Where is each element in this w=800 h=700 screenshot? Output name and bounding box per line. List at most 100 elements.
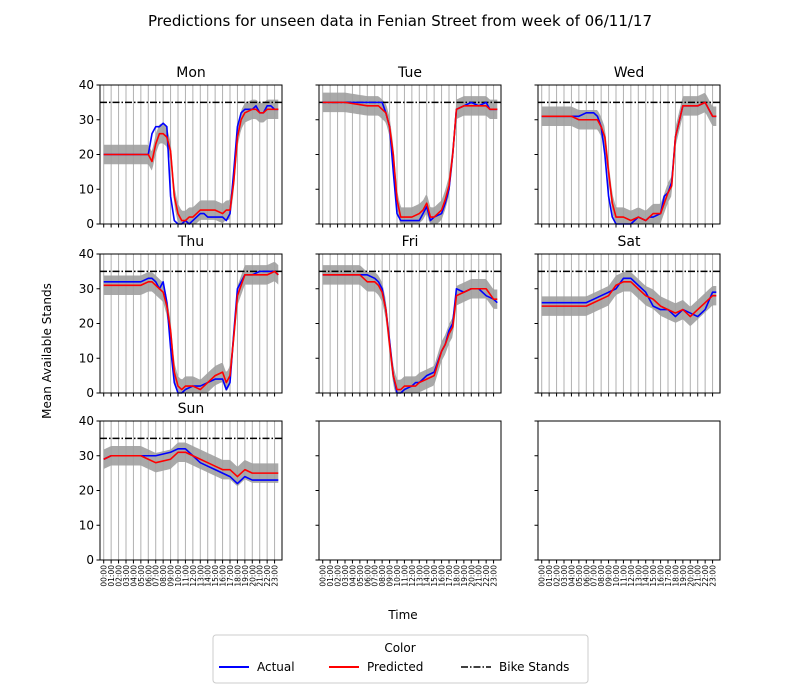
x-tick-label: 13:00	[196, 565, 205, 587]
x-tick-label: 05:00	[356, 565, 365, 587]
x-tick-label: 17:00	[226, 565, 235, 587]
subplot-title: Tue	[397, 65, 422, 81]
x-tick-label: 11:00	[400, 565, 409, 587]
prediction-band	[541, 92, 717, 224]
x-tick-label: 14:00	[204, 565, 213, 587]
x-tick-label: 04:00	[567, 565, 576, 587]
plot-frame	[99, 420, 283, 561]
actual-series-line	[103, 447, 279, 485]
subplot-grid: Mon 0 10 20 30 40 Tue Wed Thu 0 10 20 30 40 Fri Sat Sun 0…	[79, 65, 721, 587]
predicted-series-line	[103, 108, 279, 222]
x-tick-label: 16:00	[438, 565, 447, 587]
subplot-title: Wed	[614, 65, 645, 81]
x-tick-label: 09:00	[386, 565, 395, 587]
y-axis-label: Mean Available Stands	[40, 283, 54, 419]
x-tick-label: 04:00	[129, 565, 138, 587]
x-tick-label: 16:00	[657, 565, 666, 587]
x-tick-label: 15:00	[211, 565, 220, 587]
legend-bike-stands-label: Bike Stands	[499, 660, 569, 674]
x-tick-label: 23:00	[271, 565, 280, 587]
predicted-series-line	[103, 270, 279, 391]
predicted-series-line	[322, 101, 498, 218]
x-tick-label: 08:00	[597, 565, 606, 587]
x-tick-label: 03:00	[341, 565, 350, 587]
subplot-tue: Tue	[315, 65, 502, 228]
x-tick-label: 19:00	[679, 565, 688, 587]
y-tick-label: 30	[79, 282, 94, 296]
x-tick-label: 17:00	[664, 565, 673, 587]
legend-title: Color	[384, 641, 415, 655]
x-tick-label: 13:00	[634, 565, 643, 587]
x-tick-label: 18:00	[233, 565, 242, 587]
subplot-title: Thu	[177, 234, 204, 250]
x-tick-label: 01:00	[107, 565, 116, 587]
x-tick-label: 22:00	[482, 565, 491, 587]
x-tick-label: 06:00	[144, 565, 153, 587]
x-tick-label: 00:00	[538, 565, 547, 587]
x-tick-label: 12:00	[189, 565, 198, 587]
x-tick-label: 16:00	[219, 565, 228, 587]
predicted-series-line	[322, 274, 498, 391]
predicted-series-line	[103, 451, 279, 478]
prediction-band	[322, 265, 498, 393]
y-tick-label: 10	[79, 351, 94, 365]
y-tick-label: 40	[79, 414, 94, 428]
subplot-title: Sun	[178, 401, 205, 417]
subplot-wed: Wed	[534, 65, 721, 228]
x-tick-label: 21:00	[694, 565, 703, 587]
x-tick-label: 02:00	[115, 565, 124, 587]
x-tick-label: 20:00	[248, 565, 257, 587]
x-tick-label: 07:00	[371, 565, 380, 587]
x-tick-label: 12:00	[408, 565, 417, 587]
subplot-sun: Sun 0 10 20 30 40 00:0001:0002:0003:0004:0005:…	[79, 401, 283, 587]
x-tick-label: 09:00	[167, 565, 176, 587]
x-tick-label: 01:00	[545, 565, 554, 587]
x-tick-label: 20:00	[686, 565, 695, 587]
x-tick-label: 02:00	[553, 565, 562, 587]
x-tick-label: 00:00	[319, 565, 328, 587]
plot-frame	[537, 420, 721, 561]
actual-series-line	[103, 105, 279, 225]
x-tick-label: 12:00	[627, 565, 636, 587]
x-tick-label: 15:00	[649, 565, 658, 587]
x-tick-label: 03:00	[560, 565, 569, 587]
x-tick-label: 07:00	[152, 565, 161, 587]
actual-series-line	[322, 101, 498, 222]
x-tick-label: 06:00	[582, 565, 591, 587]
y-tick-label: 0	[86, 217, 94, 231]
x-tick-label: 17:00	[445, 565, 454, 587]
y-tick-label: 0	[86, 553, 94, 567]
subplot-empty-8: 00:0001:0002:0003:0004:0005:0006:0007:00…	[534, 420, 721, 587]
y-tick-label: 20	[79, 484, 94, 498]
x-tick-label: 10:00	[174, 565, 183, 587]
y-tick-label: 20	[79, 317, 94, 331]
x-tick-label: 13:00	[415, 565, 424, 587]
y-tick-label: 30	[79, 449, 94, 463]
x-tick-label: 14:00	[642, 565, 651, 587]
x-tick-label: 18:00	[671, 565, 680, 587]
subplot-title: Sat	[618, 234, 641, 250]
x-tick-label: 09:00	[605, 565, 614, 587]
plot-frame	[318, 420, 502, 561]
x-tick-label: 04:00	[348, 565, 357, 587]
predicted-series-line	[541, 101, 717, 222]
x-tick-label: 10:00	[393, 565, 402, 587]
x-tick-label: 05:00	[575, 565, 584, 587]
x-tick-label: 19:00	[460, 565, 469, 587]
x-tick-label: 10:00	[612, 565, 621, 587]
x-tick-label: 03:00	[122, 565, 131, 587]
x-tick-label: 23:00	[490, 565, 499, 587]
y-tick-label: 0	[86, 386, 94, 400]
legend-box	[212, 634, 589, 684]
y-tick-label: 10	[79, 182, 94, 196]
x-tick-label: 00:00	[100, 565, 109, 587]
x-axis-label: Time	[387, 608, 417, 622]
x-tick-label: 06:00	[363, 565, 372, 587]
subplot-empty-7: 00:0001:0002:0003:0004:0005:0006:0007:00…	[315, 420, 502, 587]
x-tick-label: 11:00	[619, 565, 628, 587]
subplot-fri: Fri	[315, 234, 502, 397]
y-tick-label: 30	[79, 113, 94, 127]
subplot-sat: Sat	[534, 234, 721, 397]
legend: Color Actual Predicted Bike Stands	[212, 634, 589, 684]
